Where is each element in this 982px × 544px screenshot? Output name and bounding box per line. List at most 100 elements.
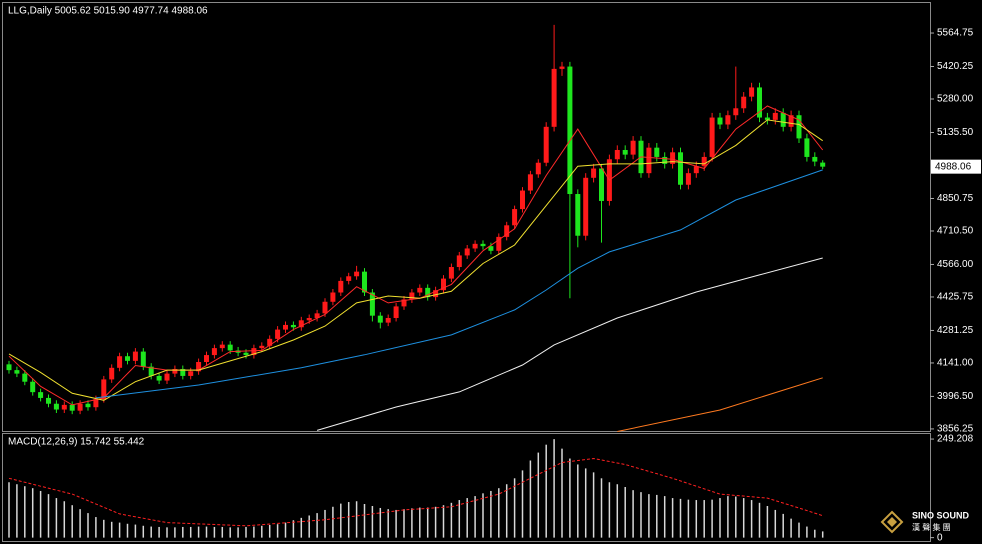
candle-body — [448, 267, 454, 279]
line — [8, 119, 823, 401]
y-tick-label: 249.208 — [937, 434, 974, 445]
candle-body — [393, 306, 399, 318]
y-tick-label: 3856.25 — [937, 424, 974, 435]
candle-body — [504, 225, 510, 237]
candle-body — [275, 329, 281, 339]
candle-body — [164, 373, 170, 381]
candle-body — [14, 370, 20, 374]
candle-body — [314, 313, 320, 318]
y-tick-label: 4850.75 — [937, 193, 974, 204]
candle-body — [757, 87, 762, 118]
candle-body — [812, 156, 818, 162]
candle-body — [322, 301, 328, 314]
candle-body — [527, 174, 533, 191]
candle-body — [820, 162, 826, 167]
y-tick-label: 0 — [937, 532, 943, 543]
candle-body — [283, 324, 288, 330]
candle-body — [409, 292, 415, 300]
candle-body — [701, 156, 707, 167]
candle-body — [377, 315, 383, 323]
candle-body — [369, 292, 375, 316]
candle-body — [330, 292, 336, 302]
candle-body — [535, 162, 541, 175]
candle-body — [567, 66, 573, 195]
line — [95, 169, 823, 399]
candle-body — [591, 168, 597, 178]
candle-body — [654, 147, 660, 157]
candle-body — [69, 404, 75, 411]
line — [316, 257, 823, 431]
logo-icon — [880, 510, 904, 534]
candle-body — [614, 149, 620, 160]
candle-body — [30, 381, 36, 393]
candle-body — [401, 299, 407, 307]
candle-body — [543, 126, 549, 163]
candle-body — [788, 115, 794, 127]
candle-body — [290, 324, 296, 328]
candle-body — [685, 173, 691, 185]
macd-title: MACD(12,26,9) 15.742 55.442 — [8, 437, 145, 448]
candle-body — [512, 209, 518, 226]
last-price-marker — [931, 159, 981, 174]
candle-body — [693, 166, 699, 174]
candle-body — [670, 152, 676, 164]
candle-body — [764, 117, 770, 120]
y-tick-label: 4141.00 — [937, 358, 974, 369]
candle-body — [385, 317, 391, 323]
logo: SINO SOUND 漢 聲 集 團 — [880, 510, 970, 534]
candle-body — [306, 317, 312, 321]
candle-body — [196, 362, 202, 372]
candle-body — [259, 345, 265, 349]
candle-body — [46, 397, 51, 404]
candle-body — [22, 373, 28, 382]
candle-body — [251, 348, 257, 356]
price-panel-frame — [2, 2, 931, 432]
candle-body — [117, 356, 123, 368]
candle-body — [741, 96, 747, 109]
candle-body — [630, 140, 636, 155]
candle-body — [433, 290, 439, 298]
candle-body — [456, 255, 462, 268]
candle-body — [772, 112, 778, 120]
candle-body — [267, 338, 273, 346]
candle-body — [780, 112, 786, 127]
candle-body — [38, 392, 44, 398]
y-tick-label: 5564.75 — [937, 28, 974, 39]
y-tick-label: 4710.50 — [937, 226, 974, 237]
candle-body — [346, 276, 352, 281]
y-tick-label: 3996.50 — [937, 391, 974, 402]
candle-body — [148, 366, 154, 376]
candle-body — [488, 246, 494, 251]
candle-body — [520, 190, 525, 210]
chart-title: LLG,Daily 5005.62 5015.90 4977.74 4988.0… — [8, 6, 208, 17]
last-price-label: 4988.06 — [935, 161, 972, 172]
candle-body — [559, 66, 565, 69]
candle-body — [496, 236, 502, 251]
candle-body — [646, 147, 652, 174]
candle-body — [717, 117, 723, 125]
candle-body — [204, 355, 209, 363]
logo-icon-core — [887, 517, 897, 527]
candle-body — [243, 352, 249, 356]
candle-body — [188, 371, 194, 376]
candle-body — [725, 115, 731, 125]
candle-body — [156, 375, 162, 381]
candle-body — [109, 367, 115, 380]
candle-body — [362, 271, 367, 293]
candle-body — [53, 403, 59, 410]
line — [8, 457, 823, 527]
candle-body — [749, 87, 755, 97]
y-tick-label: 4425.75 — [937, 292, 974, 303]
candle-body — [180, 368, 186, 376]
y-tick-label: 4281.25 — [937, 325, 974, 336]
candle-body — [480, 243, 486, 247]
candle-body — [464, 248, 470, 256]
candle-body — [125, 356, 130, 361]
candle-body — [140, 351, 146, 367]
y-tick-label: 5280.00 — [937, 94, 974, 105]
candle-body — [354, 271, 360, 277]
candle-body — [172, 368, 178, 374]
candle-body — [227, 344, 233, 351]
